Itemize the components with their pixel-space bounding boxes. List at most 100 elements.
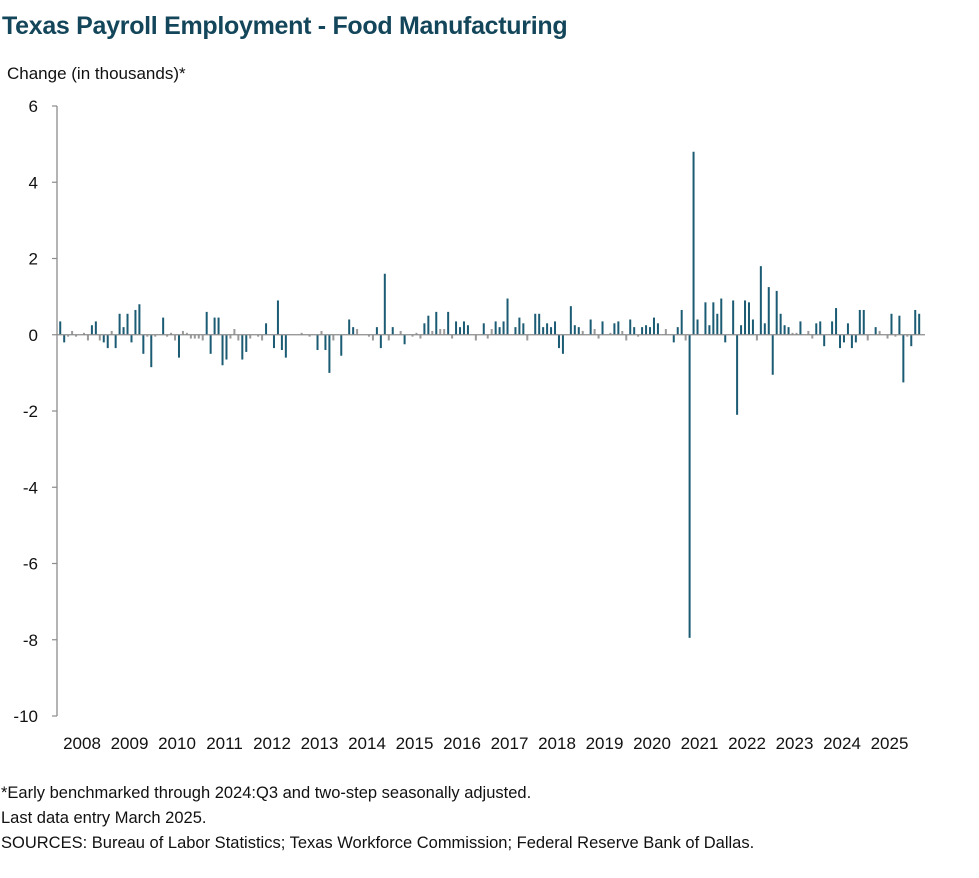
bar xyxy=(237,334,240,341)
bar xyxy=(86,334,89,341)
bar xyxy=(185,332,188,335)
bar xyxy=(597,334,600,339)
bar xyxy=(419,334,422,339)
bar xyxy=(890,313,893,335)
bar xyxy=(514,327,517,335)
bar xyxy=(569,306,572,335)
bar xyxy=(494,321,497,335)
footnote-benchmark: *Early benchmarked through 2024:Q3 and t… xyxy=(1,784,532,802)
bar xyxy=(447,311,450,335)
bar xyxy=(205,311,208,335)
bar xyxy=(656,323,659,335)
bar xyxy=(641,327,644,335)
bar xyxy=(854,334,857,343)
bar xyxy=(862,309,865,335)
bar xyxy=(894,334,897,337)
bar xyxy=(906,334,909,337)
bar xyxy=(546,323,549,335)
x-tick-label: 2017 xyxy=(491,734,529,753)
bar xyxy=(122,327,125,335)
chart-title: Texas Payroll Employment - Food Manufact… xyxy=(2,12,568,40)
y-tick-label: -2 xyxy=(23,402,38,421)
bar xyxy=(352,327,355,335)
bar xyxy=(763,323,766,335)
bar xyxy=(59,321,62,335)
bar xyxy=(134,309,137,335)
x-axis-ticks: 2008 2009 2010 2011 2012 2013 2014 2015 2016 2017… xyxy=(63,734,908,753)
bar xyxy=(918,313,921,335)
bar xyxy=(328,334,331,373)
bar xyxy=(819,321,822,335)
bar xyxy=(775,290,778,335)
bar xyxy=(276,300,279,335)
bar xyxy=(356,329,359,335)
bar xyxy=(118,313,121,335)
bar xyxy=(427,315,430,335)
bar xyxy=(823,334,826,347)
bar xyxy=(486,334,489,339)
bar xyxy=(106,334,109,349)
bar xyxy=(522,323,525,335)
bar xyxy=(241,334,244,360)
bar xyxy=(399,330,402,335)
y-tick-label: 6 xyxy=(29,97,38,116)
bar xyxy=(629,319,632,335)
bar xyxy=(324,334,327,350)
bar xyxy=(455,321,458,335)
x-tick-label: 2009 xyxy=(111,734,149,753)
bar xyxy=(791,332,794,335)
footnotes: *Early benchmarked through 2024:Q3 and t… xyxy=(1,781,754,856)
bar xyxy=(550,327,553,335)
bar xyxy=(704,302,707,335)
bar xyxy=(645,325,648,335)
bar xyxy=(332,334,335,341)
x-tick-label: 2025 xyxy=(871,734,909,753)
bar xyxy=(534,313,537,335)
bar xyxy=(554,321,557,335)
bar xyxy=(557,334,560,349)
x-tick-label: 2024 xyxy=(823,734,861,753)
bar xyxy=(839,334,842,349)
bar xyxy=(443,329,446,335)
x-tick-label: 2015 xyxy=(396,734,434,753)
bar xyxy=(367,334,370,337)
bar xyxy=(716,313,719,335)
bar xyxy=(150,334,153,368)
bar xyxy=(423,323,426,335)
bar xyxy=(71,330,74,335)
bar xyxy=(712,302,715,335)
bar xyxy=(506,298,509,335)
bar xyxy=(886,334,889,339)
bar xyxy=(154,334,157,337)
bar xyxy=(759,266,762,335)
bar xyxy=(201,334,204,341)
bar xyxy=(807,330,810,335)
bar xyxy=(439,329,442,335)
bar xyxy=(261,334,264,341)
bar xyxy=(114,334,117,349)
bar xyxy=(589,319,592,335)
bar xyxy=(652,317,655,335)
bar xyxy=(166,334,169,337)
bar xyxy=(866,334,869,341)
bar xyxy=(751,319,754,335)
bar xyxy=(300,332,303,335)
x-tick-label: 2010 xyxy=(158,734,196,753)
bar xyxy=(102,334,105,343)
y-axis-label: Change (in thousands)* xyxy=(7,64,186,83)
bar xyxy=(67,334,70,337)
bar xyxy=(902,334,905,383)
bar-chart: 6 4 2 0 -2 -4 -6 -8 -10 2008 2009 2010 2011 2012 2013… xyxy=(13,97,925,753)
bar xyxy=(490,329,493,335)
bar xyxy=(466,325,469,335)
x-tick-label: 2018 xyxy=(538,734,576,753)
bar xyxy=(740,325,743,335)
bar xyxy=(680,309,683,335)
bar xyxy=(878,330,881,335)
bar xyxy=(609,332,612,335)
bar xyxy=(858,309,861,335)
x-tick-label: 2013 xyxy=(301,734,339,753)
bar xyxy=(617,321,620,335)
bar xyxy=(581,330,584,335)
x-tick-label: 2016 xyxy=(443,734,481,753)
